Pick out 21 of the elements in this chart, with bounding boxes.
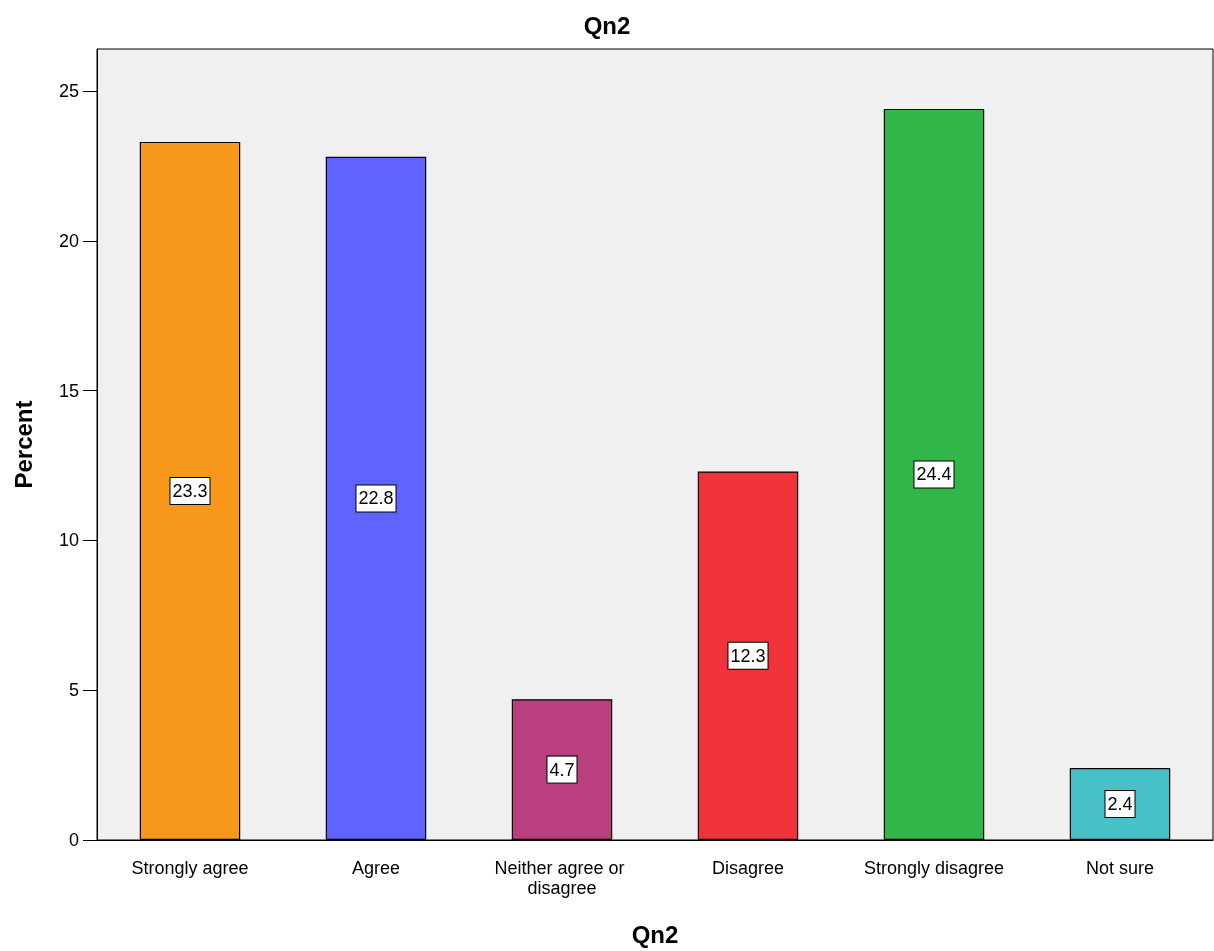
data-label: 24.4 — [916, 464, 952, 485]
data-label: 12.3 — [730, 645, 766, 666]
data-label: 22.8 — [358, 488, 394, 509]
y-tick-label: 5 — [68, 680, 79, 701]
x-tick-label: Strongly disagree — [863, 858, 1005, 878]
y-tick-label: 20 — [58, 230, 79, 251]
x-tick-label: Disagree — [711, 858, 785, 878]
x-tick-label: Agree — [351, 858, 401, 878]
x-tick-label: Not sure — [1085, 858, 1155, 878]
x-tick-label: Neither agree or disagree — [494, 858, 630, 898]
y-tick-label: 25 — [58, 80, 79, 101]
chart-title: Qn2 — [583, 11, 631, 39]
data-label: 4.7 — [549, 759, 575, 780]
data-label: 2.4 — [1107, 794, 1133, 815]
x-axis-title: Qn2 — [631, 920, 679, 948]
x-tick-label: Strongly agree — [131, 858, 249, 878]
y-tick-label: 0 — [68, 830, 79, 850]
y-tick-label: 10 — [58, 530, 79, 551]
data-label: 23.3 — [172, 480, 208, 501]
y-axis-title: Percent — [9, 400, 37, 489]
y-tick-label: 15 — [58, 380, 79, 401]
